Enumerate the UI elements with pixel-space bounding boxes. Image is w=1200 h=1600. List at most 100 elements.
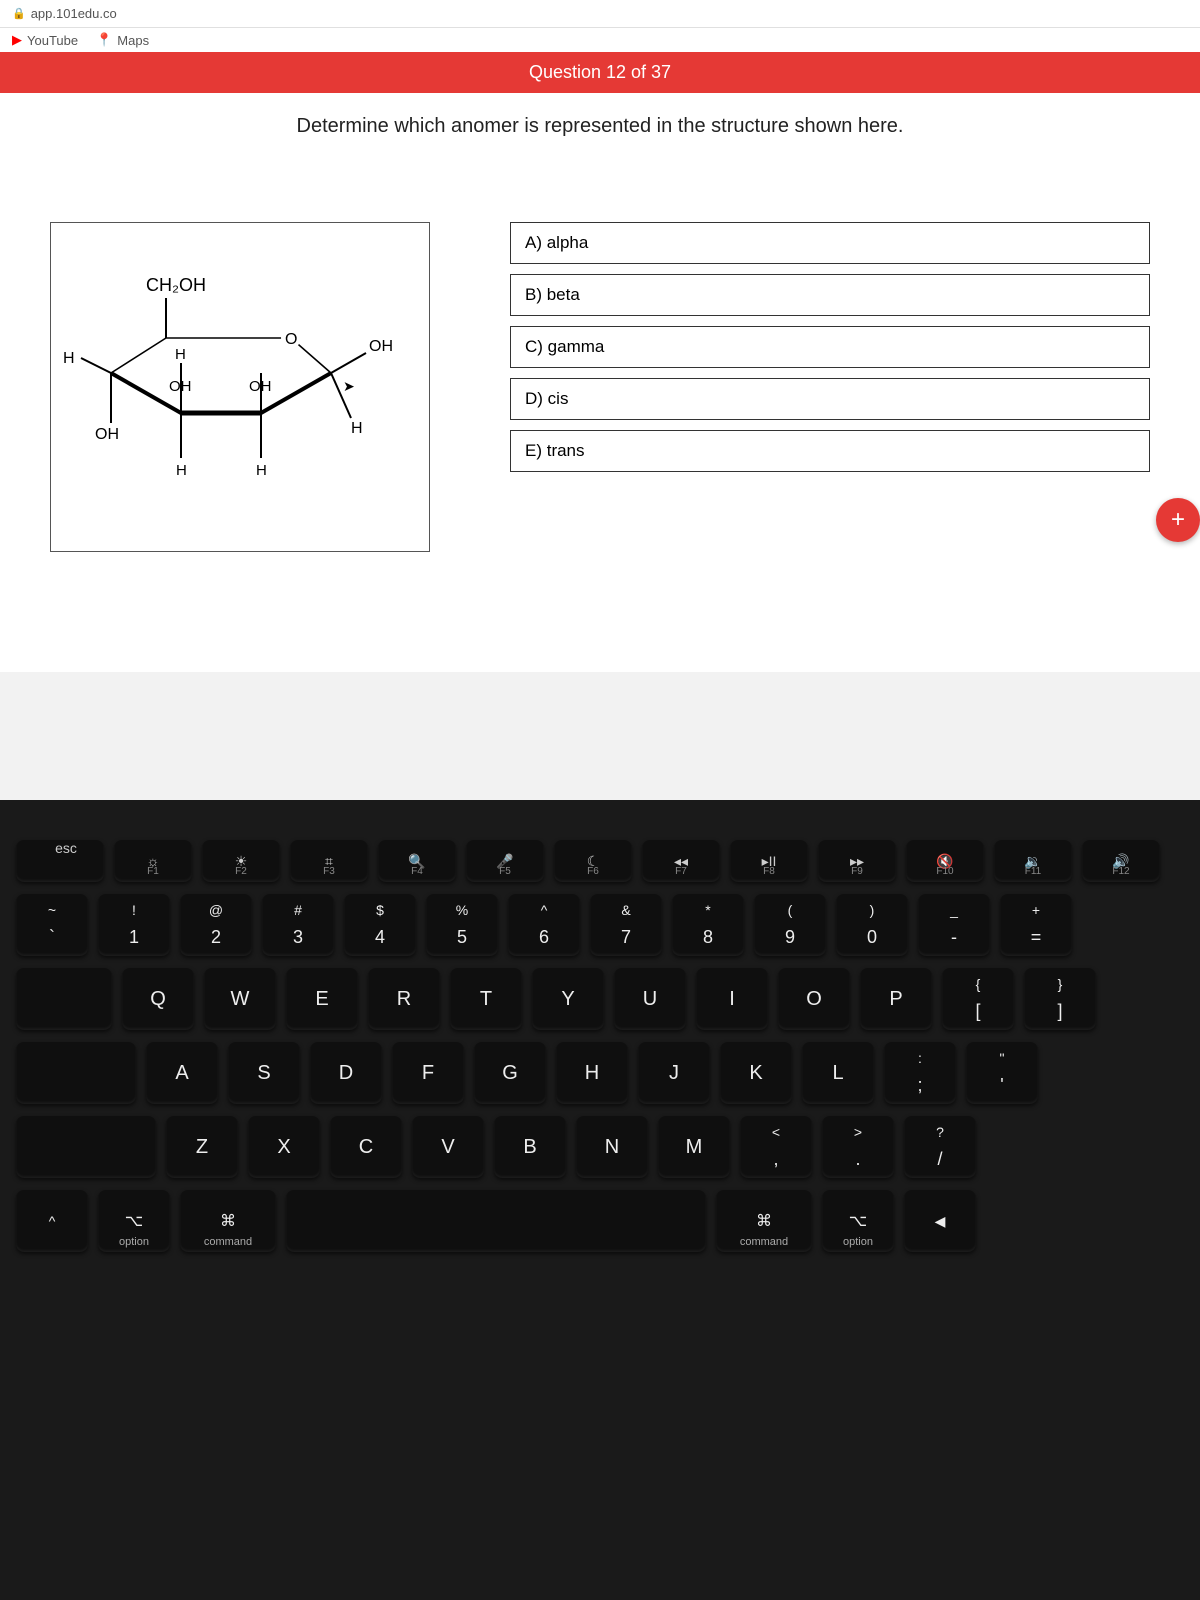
key[interactable]: @2 [180, 894, 252, 956]
key[interactable]: X [248, 1116, 320, 1178]
key[interactable]: (9 [754, 894, 826, 956]
key[interactable]: L [802, 1042, 874, 1104]
key[interactable]: P [860, 968, 932, 1030]
key[interactable]: += [1000, 894, 1072, 956]
answer-option-d[interactable]: D) cis [510, 378, 1150, 420]
label-h: H [63, 350, 75, 367]
answer-list: A) alpha B) beta C) gamma D) cis E) tran… [510, 222, 1150, 632]
key[interactable]: ?/ [904, 1116, 976, 1178]
ch2oh-label: CH₂OH [146, 275, 206, 295]
bookmarks-row: ▶YouTube 📍Maps [0, 28, 1200, 52]
key[interactable] [16, 1042, 136, 1104]
key[interactable]: W [204, 968, 276, 1030]
key[interactable]: 🎤F5 [466, 840, 544, 882]
bookmark-maps[interactable]: 📍Maps [96, 32, 149, 48]
key[interactable]: {[ [942, 968, 1014, 1030]
label-oh: OH [249, 378, 272, 395]
key[interactable]: #3 [262, 894, 334, 956]
key[interactable]: ▸IIF8 [730, 840, 808, 882]
key[interactable]: ⌥option [98, 1190, 170, 1252]
key[interactable] [16, 968, 112, 1030]
key[interactable]: S [228, 1042, 300, 1104]
bookmark-youtube[interactable]: ▶YouTube [12, 32, 78, 48]
key[interactable]: ⌥option [822, 1190, 894, 1252]
key[interactable]: Z [166, 1116, 238, 1178]
key[interactable]: N [576, 1116, 648, 1178]
answer-option-e[interactable]: E) trans [510, 430, 1150, 472]
answer-option-b[interactable]: B) beta [510, 274, 1150, 316]
key[interactable]: ⌘command [180, 1190, 276, 1252]
key[interactable]: ^ [16, 1190, 88, 1252]
key[interactable]: B [494, 1116, 566, 1178]
label-oh: OH [169, 378, 192, 395]
key[interactable]: 🔍F4 [378, 840, 456, 882]
key[interactable]: }] [1024, 968, 1096, 1030]
key[interactable]: 🔊F12 [1082, 840, 1160, 882]
key[interactable]: A [146, 1042, 218, 1104]
key[interactable]: !1 [98, 894, 170, 956]
key[interactable]: Q [122, 968, 194, 1030]
plus-icon: + [1171, 506, 1185, 534]
key[interactable]: >. [822, 1116, 894, 1178]
label-h: H [351, 420, 363, 437]
key[interactable]: F [392, 1042, 464, 1104]
key[interactable]: Y [532, 968, 604, 1030]
lock-icon: 🔒 [12, 7, 26, 20]
key[interactable]: <, [740, 1116, 812, 1178]
key[interactable]: ◂◂F7 [642, 840, 720, 882]
key[interactable]: K [720, 1042, 792, 1104]
ring-oxygen: O [285, 331, 297, 348]
key[interactable]: %5 [426, 894, 498, 956]
key[interactable]: M [658, 1116, 730, 1178]
key[interactable]: )0 [836, 894, 908, 956]
key[interactable]: E [286, 968, 358, 1030]
key[interactable]: &7 [590, 894, 662, 956]
key[interactable]: $4 [344, 894, 416, 956]
key[interactable] [16, 1116, 156, 1178]
key[interactable]: O [778, 968, 850, 1030]
key[interactable]: 🔉F11 [994, 840, 1072, 882]
key[interactable]: *8 [672, 894, 744, 956]
key[interactable]: ☼F1 [114, 840, 192, 882]
quiz-screen: 🔒 app.101edu.co ▶YouTube 📍Maps Question 1… [0, 0, 1200, 800]
content-area: O CH₂OH H OH H OH H [0, 152, 1200, 672]
key[interactable]: "' [966, 1042, 1038, 1104]
answer-option-a[interactable]: A) alpha [510, 222, 1150, 264]
answer-option-c[interactable]: C) gamma [510, 326, 1150, 368]
key[interactable]: D [310, 1042, 382, 1104]
youtube-icon: ▶ [12, 32, 22, 48]
key[interactable]: H [556, 1042, 628, 1104]
key[interactable]: ▸▸F9 [818, 840, 896, 882]
key[interactable]: R [368, 968, 440, 1030]
key[interactable]: I [696, 968, 768, 1030]
key[interactable]: ◀ [904, 1190, 976, 1252]
key[interactable]: ☀F2 [202, 840, 280, 882]
key[interactable]: ☾F6 [554, 840, 632, 882]
key[interactable]: 🔇F10 [906, 840, 984, 882]
key[interactable]: J [638, 1042, 710, 1104]
cursor-icon: ➤ [343, 378, 355, 394]
key[interactable]: _- [918, 894, 990, 956]
key[interactable]: ⌘command [716, 1190, 812, 1252]
maps-icon: 📍 [96, 32, 112, 48]
macbook-keyboard: esc☼F1☀F2⌗F3🔍F4🎤F5☾F6◂◂F7▸IIF8▸▸F9🔇F10🔉F… [0, 800, 1200, 1600]
chemical-structure: O CH₂OH H OH H OH H [50, 222, 430, 552]
key[interactable]: U [614, 968, 686, 1030]
key[interactable]: V [412, 1116, 484, 1178]
key[interactable] [286, 1190, 706, 1252]
key[interactable]: ⌗F3 [290, 840, 368, 882]
key[interactable]: T [450, 968, 522, 1030]
key[interactable]: :; [884, 1042, 956, 1104]
key[interactable]: ^6 [508, 894, 580, 956]
question-counter: Question 12 of 37 [529, 62, 671, 82]
key[interactable]: ~` [16, 894, 88, 956]
label-h: H [256, 462, 267, 479]
url-text: app.101edu.co [31, 6, 117, 21]
key[interactable]: esc [16, 840, 104, 882]
add-button[interactable]: + [1156, 498, 1200, 542]
question-banner: Question 12 of 37 [0, 52, 1200, 93]
label-oh: OH [95, 426, 119, 443]
question-prompt: Determine which anomer is represented in… [0, 93, 1200, 152]
key[interactable]: G [474, 1042, 546, 1104]
key[interactable]: C [330, 1116, 402, 1178]
